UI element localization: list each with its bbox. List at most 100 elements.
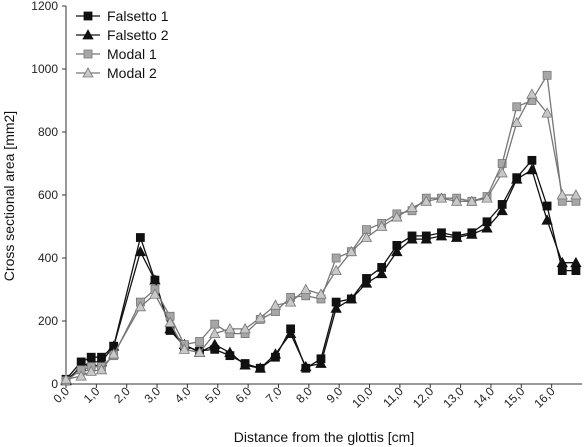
data-point <box>224 323 236 334</box>
data-point <box>254 312 266 323</box>
data-point <box>315 288 327 299</box>
legend-label: Falsetto 2 <box>107 27 169 43</box>
data-point <box>360 231 373 242</box>
data-point <box>164 316 176 327</box>
data-point <box>556 256 568 268</box>
legend-label: Modal 1 <box>107 46 157 62</box>
data-point <box>209 338 221 350</box>
data-point <box>527 155 537 165</box>
data-point <box>60 373 72 384</box>
data-point <box>149 274 161 285</box>
data-point <box>556 189 568 200</box>
data-point <box>511 116 523 127</box>
data-point <box>511 173 523 184</box>
data-point <box>541 214 553 225</box>
y-tick-label: 600 <box>38 188 58 202</box>
y-tick-label: 0 <box>51 377 58 391</box>
legend-marker <box>82 29 94 40</box>
x-tick-label: 1,0 <box>81 384 103 406</box>
data-point <box>360 277 373 288</box>
data-point <box>496 204 508 216</box>
data-point <box>375 267 388 279</box>
data-point <box>284 327 297 339</box>
data-point <box>420 195 432 206</box>
data-point <box>107 348 120 359</box>
data-point <box>149 288 161 299</box>
legend-item: Falsetto 1 <box>76 8 169 24</box>
legend-marker <box>82 67 94 78</box>
x-ticks: 0,0 1,0 2,0 3,0 4,0 5,0 6,0 7,0 8,0 9,0 10,0 11,0 12… <box>50 384 558 411</box>
legend-label: Modal 2 <box>107 65 157 81</box>
x-tick-label: 10,0 <box>349 384 376 411</box>
x-tick-label: 2,0 <box>111 384 133 406</box>
data-point <box>481 222 493 233</box>
data-point <box>193 346 206 357</box>
data-point <box>75 370 87 381</box>
data-point <box>209 327 221 339</box>
x-tick-label: 15,0 <box>501 384 528 411</box>
series-falsetto-2 <box>60 163 582 386</box>
data-point <box>526 163 538 175</box>
legend-label: Falsetto 1 <box>107 8 169 24</box>
series-line <box>65 73 576 382</box>
series-modal-1 <box>61 70 581 386</box>
data-point <box>466 228 478 239</box>
data-point <box>512 102 522 112</box>
y-tick-label: 400 <box>38 251 58 265</box>
data-point <box>391 211 403 222</box>
data-point <box>178 343 191 354</box>
data-point <box>557 266 567 276</box>
x-tick-label: 8,0 <box>293 384 315 406</box>
data-point <box>210 319 220 329</box>
data-point <box>375 220 388 231</box>
data-point <box>526 88 538 99</box>
x-tick-label: 9,0 <box>324 384 346 406</box>
x-axis-title: Distance from the glottis [cm] <box>234 429 415 445</box>
data-point <box>195 337 204 346</box>
data-point <box>435 230 448 241</box>
x-tick-label: 3,0 <box>141 384 163 406</box>
data-point <box>542 70 552 80</box>
data-point <box>239 323 251 334</box>
x-tick-label: 13,0 <box>440 384 467 411</box>
y-tick-label: 800 <box>38 125 58 139</box>
x-tick-label: 7,0 <box>263 384 285 406</box>
legend-marker <box>83 11 93 21</box>
data-point <box>450 231 463 242</box>
data-point <box>391 245 403 257</box>
data-point <box>254 362 266 373</box>
y-ticks: 0 200 400 600 800 1000 1200 <box>31 0 66 391</box>
legend: Falsetto 1 Falsetto 2 Modal 1 Modal 2 <box>76 8 169 81</box>
data-point <box>135 233 145 242</box>
x-tick-label: 14,0 <box>471 384 498 411</box>
data-point <box>134 245 147 257</box>
series-line <box>65 159 576 380</box>
x-tick-label: 6,0 <box>233 384 255 406</box>
data-point <box>420 233 432 244</box>
y-tick-label: 1000 <box>31 62 58 76</box>
data-point <box>466 195 478 206</box>
data-point <box>481 192 493 203</box>
legend-item: Falsetto 2 <box>76 27 169 43</box>
x-tick-label: 4,0 <box>172 384 194 406</box>
legend-item: Modal 2 <box>76 65 157 81</box>
x-tick-label: 11,0 <box>380 384 406 410</box>
series-modal-2 <box>60 88 582 384</box>
data-point <box>315 357 327 368</box>
y-tick-label: 200 <box>38 314 58 328</box>
y-axis-title: Cross sectional area [mm2] <box>1 111 17 281</box>
data-point <box>284 296 297 307</box>
data-point <box>134 301 147 312</box>
data-point <box>331 253 341 263</box>
data-point <box>330 264 342 276</box>
data-point <box>496 167 508 178</box>
y-tick-label: 1200 <box>31 0 58 13</box>
data-point <box>300 360 312 372</box>
data-point <box>85 365 97 376</box>
data-point <box>406 233 418 244</box>
legend-item: Modal 1 <box>76 46 157 62</box>
data-point <box>269 348 282 359</box>
data-point <box>345 293 357 304</box>
data-point <box>224 346 236 357</box>
